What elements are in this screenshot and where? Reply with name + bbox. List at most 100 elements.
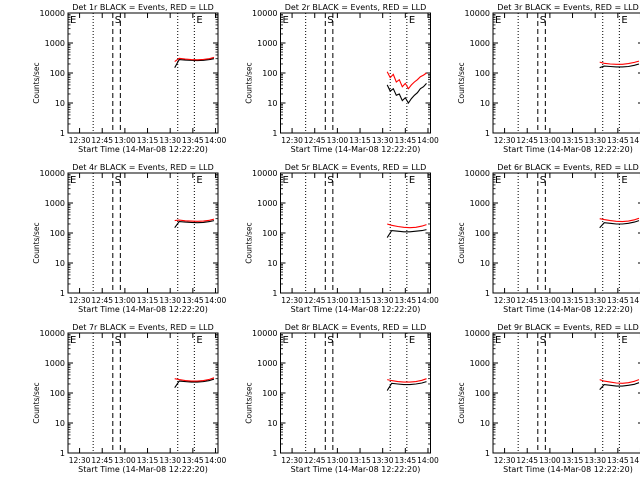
- chart-panel: Det 3r BLACK = Events, RED = LLD 1 10 100 10…: [457, 3, 640, 154]
- chart-title: Det 7r BLACK = Events, RED = LLD: [72, 323, 214, 332]
- x-tick-label: 12:30: [281, 296, 303, 305]
- x-tick-label: 13:30: [159, 456, 181, 465]
- series-line-events: [386, 381, 427, 391]
- y-tick-label: 10000: [252, 329, 277, 338]
- time-marker-label: S: [540, 175, 546, 186]
- y-tick-label: 100: [262, 69, 277, 78]
- chart-title: Det 6r BLACK = Events, RED = LLD: [497, 163, 639, 172]
- x-tick-label: 13:45: [395, 456, 417, 465]
- time-marker-label: S: [115, 175, 121, 186]
- x-tick-label: 13:00: [114, 456, 136, 465]
- x-tick-label: 14:00: [205, 136, 227, 145]
- y-tick-label: 1000: [257, 199, 277, 208]
- time-marker-label: E: [70, 335, 76, 346]
- x-tick-label: 13:45: [395, 136, 417, 145]
- y-tick-label: 10000: [252, 169, 277, 178]
- series-line-events: [174, 378, 215, 389]
- chart-panel: Det 4r BLACK = Events, RED = LLD 1 10 100 10…: [32, 163, 227, 314]
- x-axis-label: Start Time (14-Mar-08 12:22:20): [503, 145, 633, 154]
- y-tick-label: 10000: [465, 9, 490, 18]
- chart-title: Det 8r BLACK = Events, RED = LLD: [285, 323, 427, 332]
- y-tick-label: 1: [272, 449, 277, 458]
- x-tick-label: 14:00: [205, 296, 227, 305]
- x-tick-label: 12:30: [69, 296, 91, 305]
- chart-panel: Det 7r BLACK = Events, RED = LLD 1 10 100 10…: [32, 323, 227, 474]
- series-line-lld: [174, 218, 215, 222]
- y-tick-label: 100: [475, 69, 490, 78]
- time-marker-label: S: [115, 15, 121, 26]
- x-tick-label: 14:00: [630, 136, 640, 145]
- x-tick-label: 14:00: [630, 296, 640, 305]
- x-tick-label: 13:30: [584, 296, 606, 305]
- series-line-lld: [174, 56, 215, 63]
- time-marker-label: S: [327, 335, 333, 346]
- x-tick-label: 13:15: [562, 136, 584, 145]
- time-marker-label: E: [409, 335, 415, 346]
- series-line-events: [174, 220, 215, 229]
- series-line-lld: [174, 377, 215, 382]
- time-marker-label: S: [540, 15, 546, 26]
- x-tick-label: 13:00: [539, 456, 561, 465]
- chart-title: Det 1r BLACK = Events, RED = LLD: [72, 3, 214, 12]
- x-tick-label: 12:45: [304, 456, 326, 465]
- x-tick-label: 14:00: [417, 296, 439, 305]
- time-marker-label: E: [283, 15, 289, 26]
- x-tick-label: 13:30: [584, 456, 606, 465]
- x-tick-label: 13:45: [607, 136, 629, 145]
- x-tick-label: 13:15: [137, 136, 159, 145]
- y-tick-label: 1000: [470, 359, 490, 368]
- y-tick-label: 10000: [40, 9, 65, 18]
- chart-panel: Det 5r BLACK = Events, RED = LLD 1 10 100 10…: [245, 163, 440, 314]
- y-tick-label: 10000: [465, 329, 490, 338]
- y-tick-label: 100: [50, 69, 65, 78]
- x-tick-label: 13:15: [137, 456, 159, 465]
- time-marker-label: E: [495, 175, 501, 186]
- x-tick-label: 13:00: [114, 296, 136, 305]
- x-tick-label: 13:15: [349, 456, 371, 465]
- series-line-lld: [386, 71, 427, 90]
- chart-panel: Det 8r BLACK = Events, RED = LLD 1 10 100 10…: [245, 323, 440, 474]
- y-tick-label: 1: [60, 129, 65, 138]
- y-tick-label: 1: [60, 449, 65, 458]
- x-tick-label: 13:15: [349, 136, 371, 145]
- x-tick-label: 12:45: [91, 296, 113, 305]
- x-tick-label: 12:45: [516, 296, 538, 305]
- x-tick-label: 12:45: [516, 456, 538, 465]
- plot-frame: [67, 332, 219, 454]
- chart-panel: Det 9r BLACK = Events, RED = LLD 1 10 100 10…: [457, 323, 640, 474]
- y-tick-label: 10: [55, 259, 65, 268]
- x-tick-label: 12:30: [494, 456, 516, 465]
- chart-panel: Det 1r BLACK = Events, RED = LLD 1 10 100 10…: [32, 3, 227, 154]
- chart-title: Det 3r BLACK = Events, RED = LLD: [497, 3, 639, 12]
- x-tick-label: 12:45: [91, 456, 113, 465]
- time-marker-label: E: [621, 335, 627, 346]
- x-tick-label: 12:45: [91, 136, 113, 145]
- y-tick-label: 10: [267, 259, 277, 268]
- x-tick-label: 13:30: [372, 456, 394, 465]
- series-line-events: [599, 63, 640, 69]
- time-marker-label: E: [495, 335, 501, 346]
- y-axis-label: Counts/sec: [457, 62, 466, 103]
- x-tick-label: 13:45: [182, 136, 204, 145]
- time-marker-label: S: [540, 335, 546, 346]
- series-line-events: [386, 229, 427, 238]
- y-tick-label: 1000: [45, 359, 65, 368]
- time-marker-label: E: [283, 335, 289, 346]
- chart-title: Det 9r BLACK = Events, RED = LLD: [497, 323, 639, 332]
- series-line-lld: [599, 217, 640, 223]
- y-axis-label: Counts/sec: [457, 382, 466, 423]
- time-marker-label: E: [196, 15, 202, 26]
- x-axis-label: Start Time (14-Mar-08 12:22:20): [503, 305, 633, 314]
- time-marker-label: E: [495, 15, 501, 26]
- y-tick-label: 1000: [45, 39, 65, 48]
- x-tick-label: 13:15: [349, 296, 371, 305]
- y-tick-label: 10000: [40, 169, 65, 178]
- chart-panel: Det 6r BLACK = Events, RED = LLD 1 10 100 10…: [457, 163, 640, 314]
- x-axis-label: Start Time (14-Mar-08 12:22:20): [78, 305, 208, 314]
- x-tick-label: 13:30: [159, 136, 181, 145]
- x-axis-label: Start Time (14-Mar-08 12:22:20): [78, 465, 208, 474]
- series-line-lld: [387, 223, 427, 229]
- series-line-events: [599, 382, 640, 390]
- x-tick-label: 12:45: [304, 136, 326, 145]
- x-tick-label: 13:00: [327, 456, 349, 465]
